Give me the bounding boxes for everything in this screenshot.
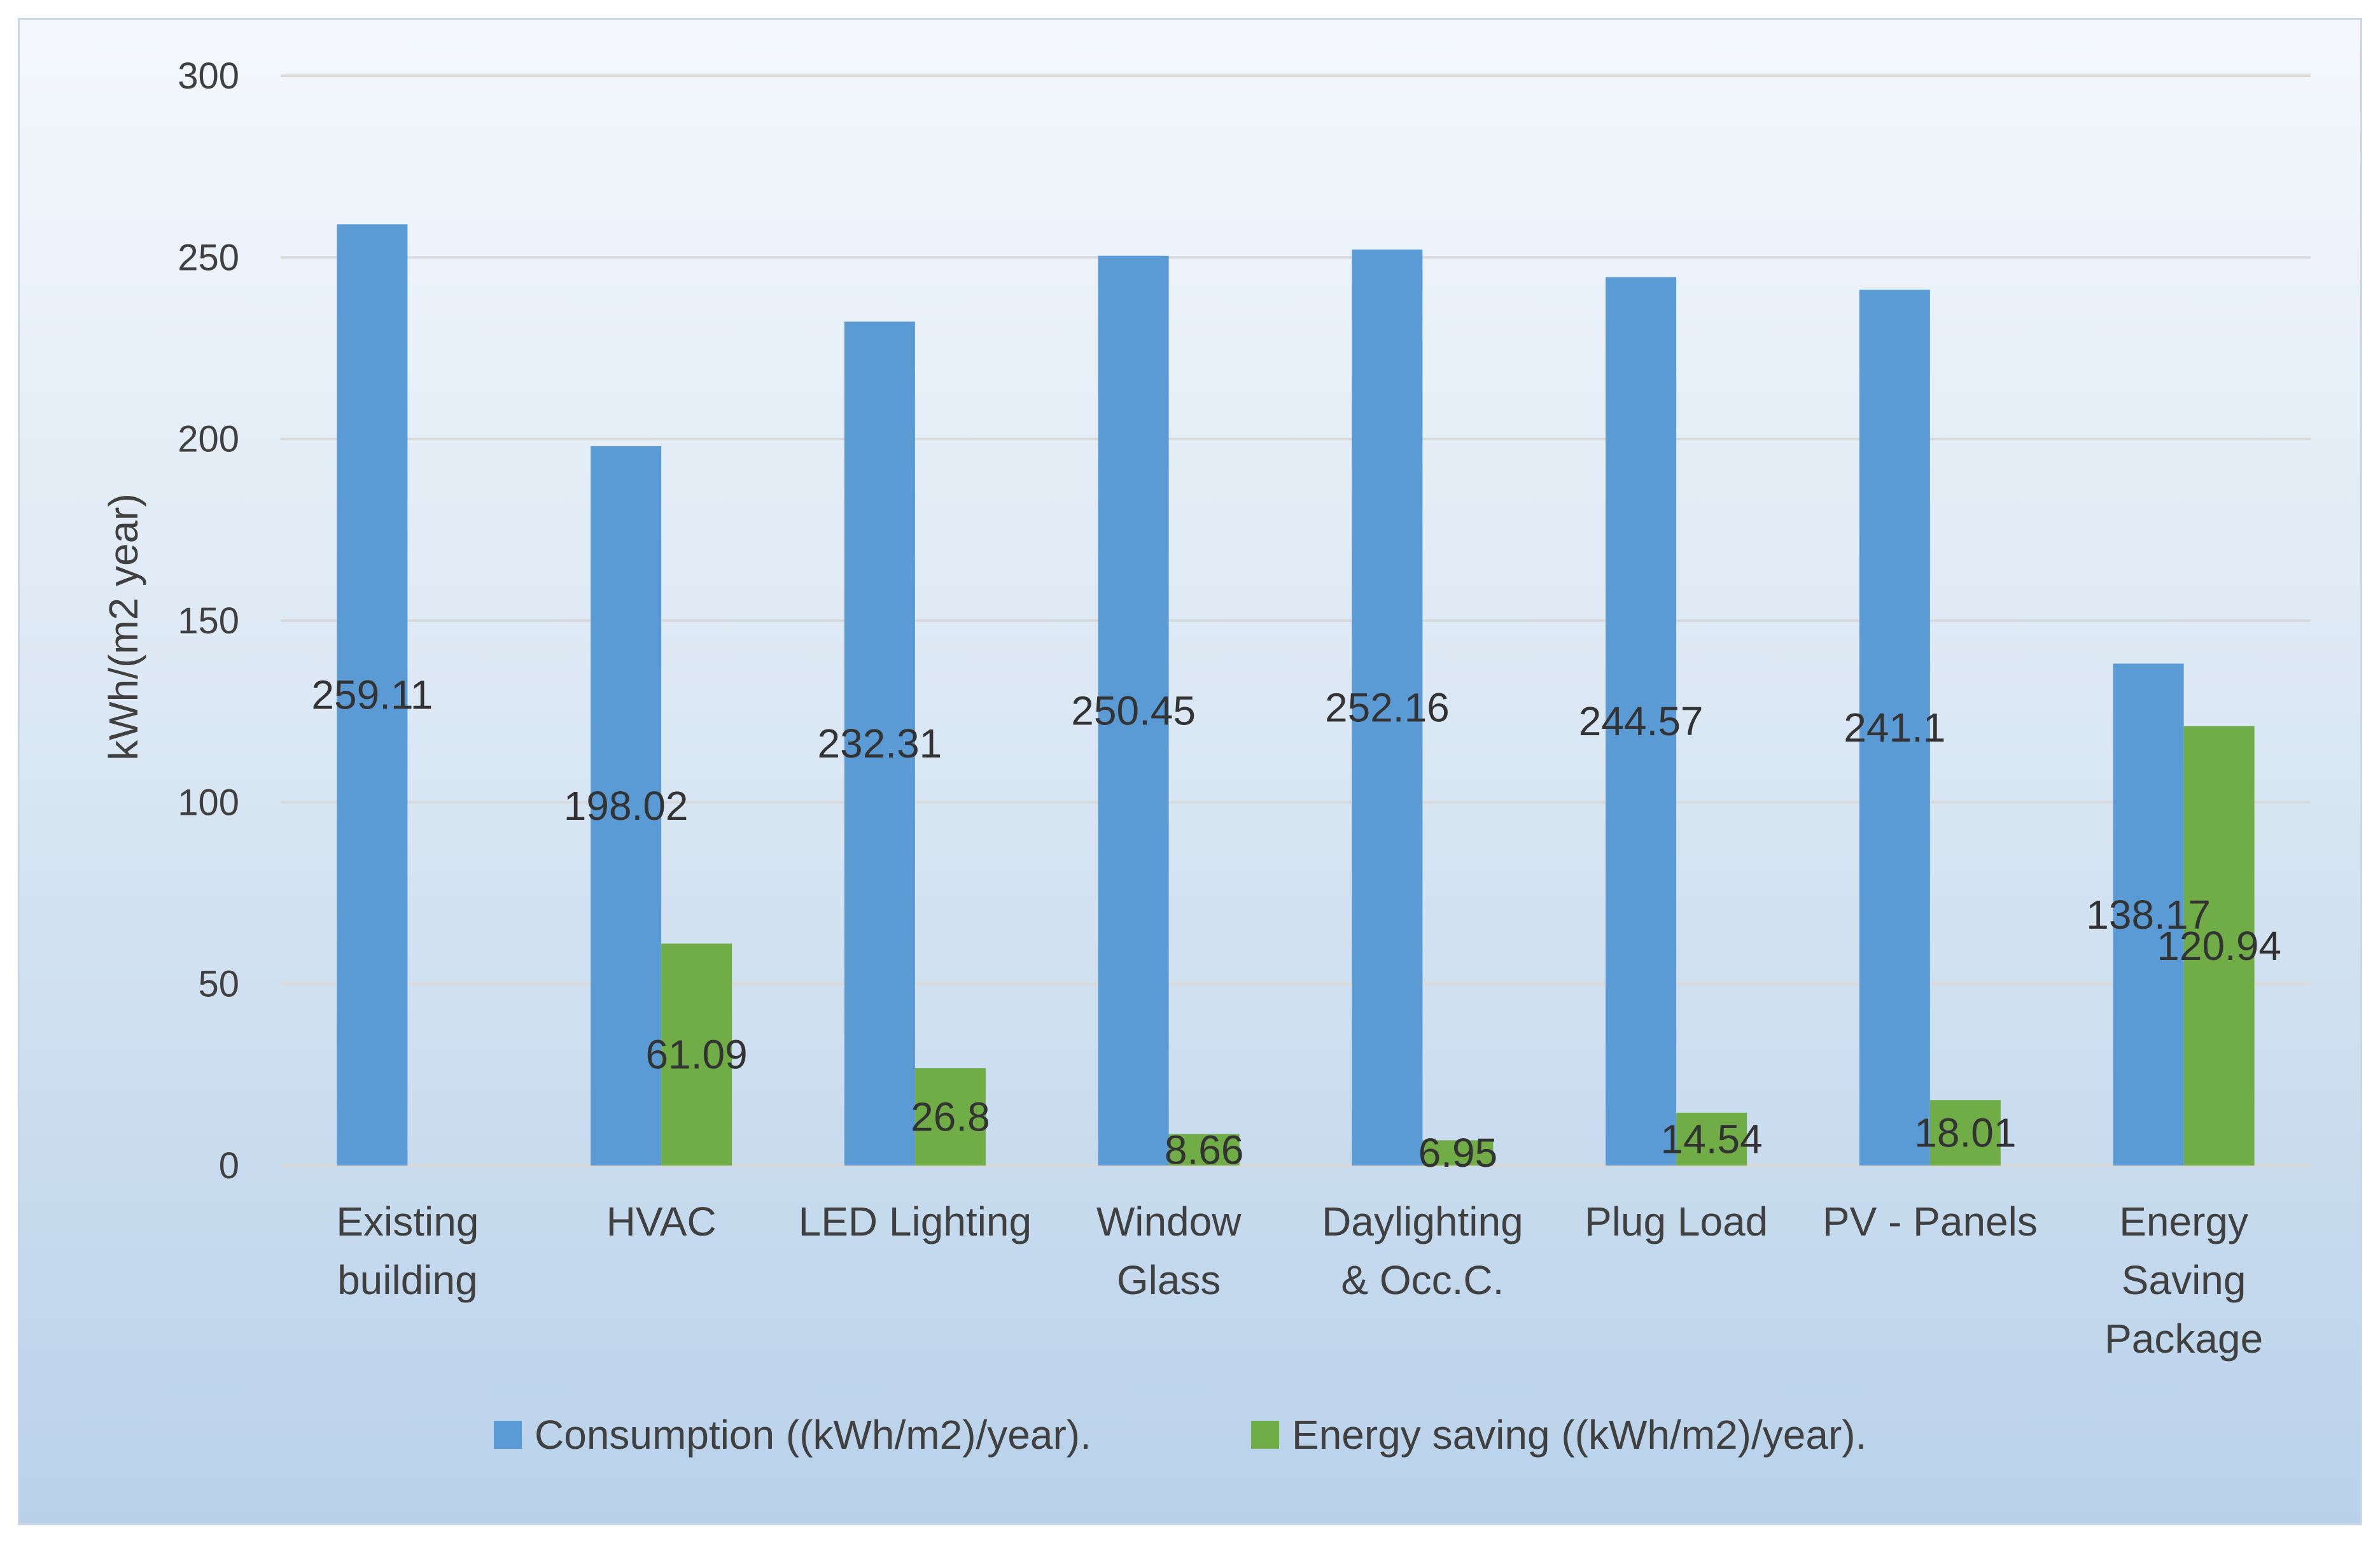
consumption-bar — [1352, 250, 1423, 1166]
x-category-label: Saving — [2122, 1257, 2246, 1303]
consumption-data-label: 241.1 — [1844, 705, 1945, 750]
y-tick-label: 150 — [178, 600, 239, 642]
y-tick-label: 0 — [219, 1145, 239, 1187]
consumption-data-label: 244.57 — [1579, 698, 1704, 744]
gridlines — [281, 74, 2311, 1167]
bars — [337, 224, 2255, 1166]
consumption-data-label: 259.11 — [311, 672, 433, 718]
consumption-data-label: 232.31 — [818, 721, 942, 766]
energy-saving-data-label: 6.95 — [1418, 1130, 1498, 1176]
energy-saving-data-label: 14.54 — [1661, 1117, 1763, 1162]
consumption-legend-label: Consumption ((kWh/m2)/year). — [535, 1412, 1091, 1458]
y-tick-label: 100 — [178, 782, 239, 823]
consumption-legend-swatch — [494, 1421, 522, 1449]
energy-saving-data-label: 18.01 — [1914, 1110, 2016, 1156]
x-category-label: & Occ.C. — [1341, 1257, 1504, 1303]
energy-saving-legend-swatch — [1251, 1421, 1279, 1449]
y-tick-label: 300 — [178, 55, 239, 97]
x-category-label: Energy — [2119, 1199, 2248, 1244]
y-tick-label: 200 — [178, 419, 239, 460]
energy-saving-data-label: 120.94 — [2157, 923, 2281, 969]
consumption-data-label: 138.17 — [2086, 892, 2211, 938]
consumption-data-label: 250.45 — [1071, 687, 1196, 733]
energy-saving-bar — [2183, 726, 2255, 1166]
x-axis-categories: Existing building HVAC LED Lighting Window Gl… — [336, 1199, 2263, 1362]
consumption-bar — [1606, 277, 1677, 1166]
x-category-label: Plug Load — [1585, 1199, 1768, 1244]
x-category-label: Existing — [336, 1199, 479, 1244]
x-category-label: Daylighting — [1322, 1199, 1523, 1244]
x-category-label: Package — [2104, 1316, 2263, 1362]
bar-chart: 0 50 100 150 200 250 300 259.11 198.02 232.31 250… — [101, 55, 2311, 1458]
energy-saving-bar — [1676, 1113, 1747, 1166]
x-category-label: Window — [1096, 1199, 1242, 1244]
energy-saving-bar — [1422, 1140, 1494, 1166]
legend: Consumption ((kWh/m2)/year). Energy savin… — [494, 1412, 1866, 1458]
x-category-label: HVAC — [606, 1199, 717, 1244]
y-tick-label: 250 — [178, 237, 239, 278]
energy-saving-bar — [1168, 1134, 1240, 1166]
energy-saving-bar — [661, 943, 732, 1166]
consumption-bar — [2113, 663, 2184, 1166]
y-tick-label: 50 — [198, 964, 239, 1005]
y-axis-title: kWh/(m2 year) — [101, 493, 146, 761]
consumption-bar — [591, 446, 662, 1166]
x-category-label: building — [337, 1257, 478, 1303]
consumption-bar — [1098, 255, 1169, 1166]
energy-saving-bar — [914, 1068, 986, 1166]
consumption-data-label: 198.02 — [564, 783, 689, 829]
consumption-data-label: 252.16 — [1325, 685, 1450, 731]
chart-frame: 0 50 100 150 200 250 300 259.11 198.02 232.31 250… — [18, 18, 2362, 1525]
consumption-bar — [1859, 290, 1930, 1166]
x-category-label: PV - Panels — [1823, 1199, 2038, 1244]
energy-saving-bar — [1929, 1100, 2001, 1166]
energy-saving-data-label: 61.09 — [646, 1032, 748, 1078]
consumption-bar — [337, 224, 408, 1166]
data-labels: 259.11 198.02 232.31 250.45 252.16 244.57 241.… — [311, 672, 2281, 1176]
energy-saving-legend-label: Energy saving ((kWh/m2)/year). — [1292, 1412, 1866, 1458]
consumption-bar — [844, 321, 915, 1166]
x-category-label: Glass — [1117, 1257, 1221, 1303]
y-axis-ticks: 0 50 100 150 200 250 300 — [178, 55, 239, 1187]
energy-saving-data-label: 26.8 — [911, 1094, 990, 1140]
energy-saving-data-label: 8.66 — [1165, 1127, 1244, 1173]
x-category-label: LED Lighting — [799, 1199, 1032, 1244]
